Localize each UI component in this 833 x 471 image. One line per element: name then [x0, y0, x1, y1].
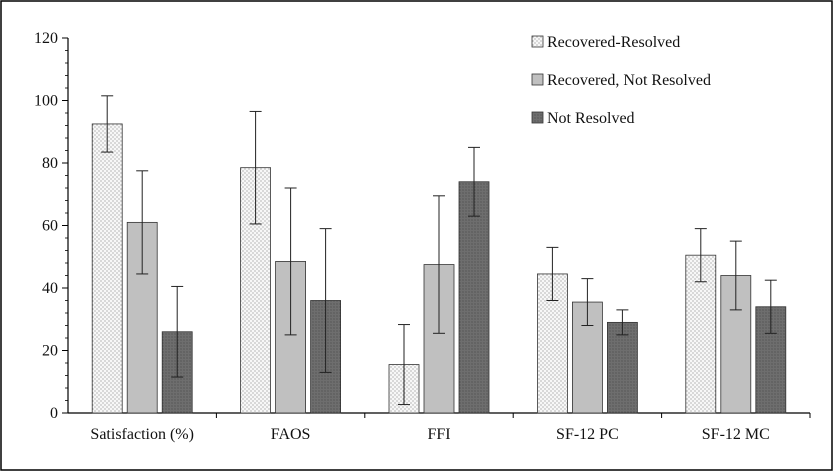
legend-swatch — [531, 111, 544, 124]
category-label: FAOS — [271, 426, 311, 443]
y-tick-label: 60 — [42, 218, 58, 235]
y-tick-label: 80 — [42, 155, 58, 172]
legend-swatch — [531, 35, 544, 48]
category-label: FFI — [427, 426, 450, 443]
y-tick-label: 100 — [34, 93, 58, 110]
legend: Recovered-Resolved Recovered, Not Resolve… — [531, 34, 711, 127]
bar — [607, 321, 638, 414]
y-tick-label: 40 — [42, 280, 58, 297]
bar — [91, 123, 123, 414]
legend-swatch — [531, 73, 544, 86]
legend-label: Not Resolved — [547, 110, 635, 127]
legend-label: Recovered, Not Resolved — [547, 72, 711, 89]
category-label: SF-12 PC — [556, 426, 619, 443]
bar — [423, 264, 455, 414]
y-tick-label: 20 — [42, 343, 58, 360]
y-tick-label: 120 — [34, 30, 58, 47]
legend-label: Recovered-Resolved — [547, 34, 680, 51]
bar — [458, 181, 490, 414]
y-tick-label: 0 — [50, 405, 58, 422]
category-label: SF-12 MC — [702, 426, 770, 443]
error-bars — [101, 95, 777, 406]
category-label: Satisfaction (%) — [90, 426, 194, 443]
